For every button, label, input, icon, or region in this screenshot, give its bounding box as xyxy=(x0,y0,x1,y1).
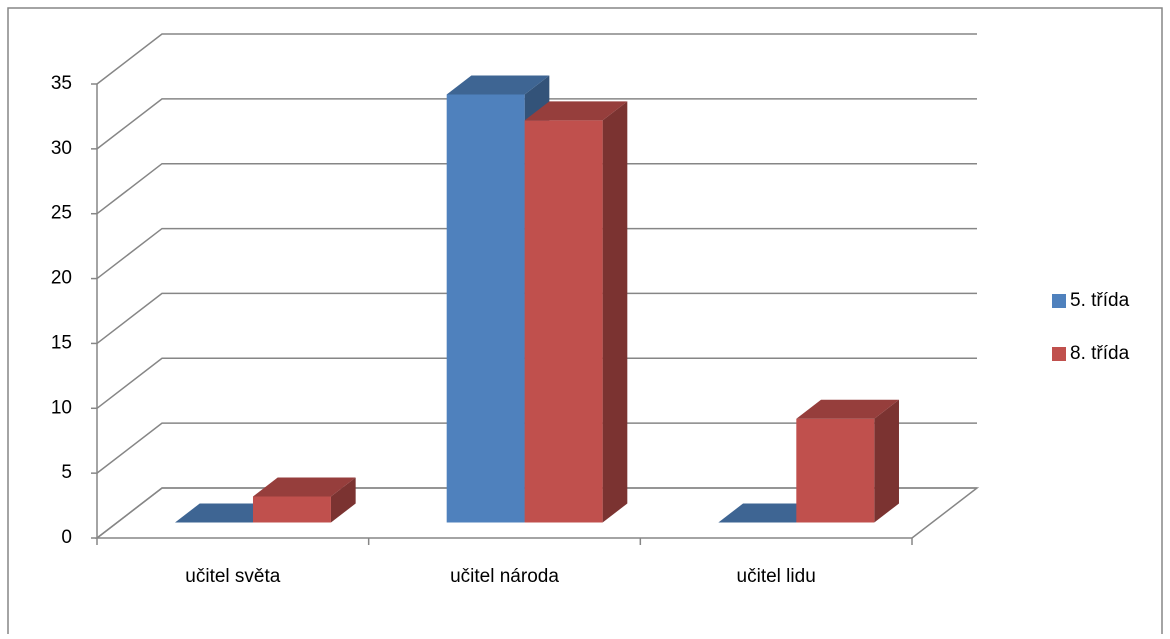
bar-side xyxy=(874,399,899,523)
grid-line xyxy=(96,292,977,345)
x-tick-label: učitel národa xyxy=(450,566,559,587)
bar-top xyxy=(524,101,628,121)
grid-line xyxy=(96,487,977,539)
y-tick-label: 15 xyxy=(51,332,72,353)
y-tick-label: 25 xyxy=(51,203,72,224)
grid-line xyxy=(96,422,977,474)
x-tick-label: učitel lidu xyxy=(737,566,816,587)
y-tick-label: 0 xyxy=(61,527,72,548)
bar-top xyxy=(175,503,278,523)
bar-front xyxy=(524,120,603,523)
bar-front xyxy=(796,418,875,523)
chart-frame xyxy=(7,7,1163,634)
bar-side xyxy=(602,101,628,523)
legend-swatch xyxy=(1052,294,1066,308)
bar-front xyxy=(252,496,331,523)
grid-line xyxy=(96,357,977,409)
y-tick-label: 5 xyxy=(61,462,72,483)
grid-line xyxy=(96,33,977,85)
bar-front xyxy=(446,94,525,523)
legend-swatch xyxy=(1052,347,1066,361)
grid-line xyxy=(96,162,977,215)
y-tick-label: 35 xyxy=(51,73,72,94)
bar-top xyxy=(718,503,822,523)
bar-top xyxy=(446,75,550,95)
y-tick-label: 30 xyxy=(51,138,72,159)
grid-line xyxy=(96,98,977,150)
bar-top xyxy=(796,399,899,419)
y-tick-label: 20 xyxy=(51,268,72,289)
bar-top xyxy=(252,477,356,497)
bar-side xyxy=(330,477,356,523)
legend-label: 5. třída xyxy=(1070,290,1130,311)
grid-line xyxy=(96,227,977,280)
y-tick-label: 10 xyxy=(51,397,72,418)
legend-label: 8. třída xyxy=(1070,343,1130,364)
x-tick-label: učitel světa xyxy=(185,566,280,587)
